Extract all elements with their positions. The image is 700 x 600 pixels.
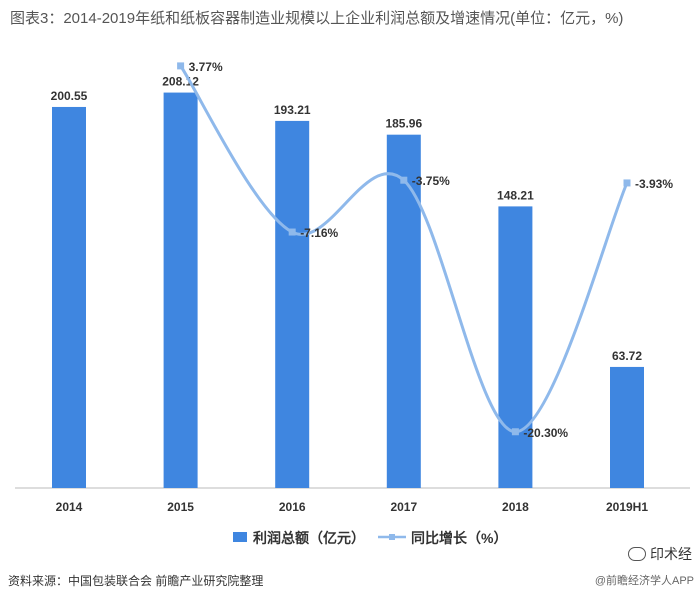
brand-badge: 印术经 (628, 544, 692, 564)
brand-text: 印术经 (650, 546, 692, 562)
x-tick-label: 2019H1 (606, 500, 648, 514)
growth-point-2015 (177, 62, 185, 70)
growth-point-2016 (288, 228, 296, 236)
source-note: 资料来源：中国包装联合会 前瞻产业研究院整理 (8, 574, 264, 588)
bar-2014 (52, 106, 86, 488)
bar-value-label: 63.72 (612, 349, 642, 363)
bar-2018 (498, 206, 533, 488)
bar-2015 (163, 92, 198, 489)
growth-value-label: -7.16% (300, 226, 338, 240)
bar-value-label: 185.96 (385, 117, 422, 131)
legend: 利润总额（亿元） 同比增长（%） (0, 526, 700, 548)
legend-bar-swatch (233, 532, 247, 542)
legend-line-label: 同比增长（%） (411, 530, 508, 546)
growth-point-2019H1 (623, 179, 631, 187)
bar-2016 (275, 120, 310, 488)
growth-value-label: -3.75% (412, 174, 450, 188)
legend-line-swatch (378, 534, 406, 540)
chart-title: 图表3：2014-2019年纸和纸板容器制造业规模以上企业利润总额及增速情况(单… (10, 10, 624, 27)
x-tick-label: 2015 (167, 500, 194, 514)
bar-value-label: 208.12 (162, 75, 199, 89)
bar-value-label: 148.21 (497, 188, 534, 202)
growth-point-2017 (400, 176, 408, 184)
bar-value-label: 200.55 (51, 89, 88, 103)
growth-value-label: -20.30% (523, 426, 568, 440)
growth-line (179, 65, 629, 434)
growth-value-label: 3.77% (189, 60, 223, 74)
credit-note: @前瞻经济学人APP (594, 575, 694, 587)
wechat-icon (628, 547, 646, 561)
legend-bar-label: 利润总额（亿元） (253, 530, 365, 546)
x-tick-label: 2016 (279, 500, 306, 514)
bar-2019H1 (610, 366, 644, 488)
x-tick-label: 2018 (502, 500, 529, 514)
bar-value-label: 193.21 (274, 103, 311, 117)
growth-value-label: -3.93% (635, 177, 673, 191)
growth-point-2018 (511, 428, 519, 436)
x-tick-label: 2017 (390, 500, 417, 514)
x-tick-label: 2014 (56, 500, 83, 514)
